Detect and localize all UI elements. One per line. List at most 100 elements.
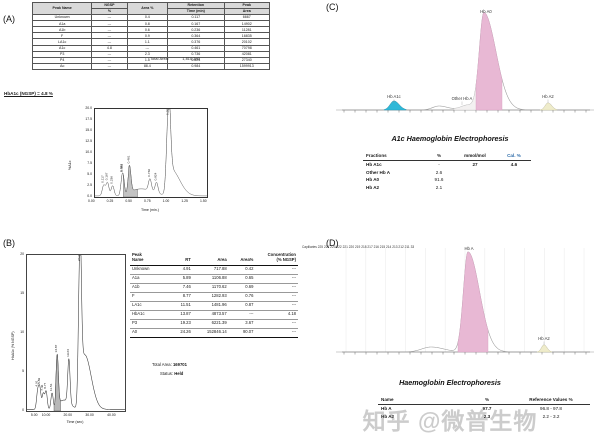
cell-name: F xyxy=(130,292,169,302)
th-ngsp-unit: % xyxy=(91,8,128,16)
table-row: Hb A2 2.1 xyxy=(363,183,531,190)
table-row: HbA1c 13.87 4873.57 --- 4.18 xyxy=(130,310,298,320)
cell-name: LA1c xyxy=(130,301,169,311)
peak-label: Hb A2 xyxy=(538,336,550,341)
panel-a-peak-table: Peak Name NGSP Area % Retention Peak % T… xyxy=(31,1,271,70)
table-row: LA1c 11.51 1481.96 0.87 --- xyxy=(130,301,298,311)
table-row: LA1c --- 1.1 0.376 20102 xyxy=(31,38,271,46)
table-row: A0 24.26 152846.14 90.07 --- xyxy=(130,328,298,338)
y-tick: 20 xyxy=(20,252,24,256)
svg-text:19.23: 19.23 xyxy=(66,349,70,357)
total-area-value: 1,810,340 xyxy=(182,57,200,61)
cell-ref: 96.8 - 97.8 xyxy=(540,406,562,412)
total-area-label: Total Area: xyxy=(150,57,170,61)
status-label: Status: xyxy=(160,371,174,376)
cell-pct: 2.3 xyxy=(483,413,491,419)
x-tick: 1.50 xyxy=(200,199,207,203)
svg-text:0.984: 0.984 xyxy=(165,109,169,115)
y-tick: 15 xyxy=(20,291,24,295)
y-tick: 10.0 xyxy=(85,150,92,154)
panel-b-table-body: Unknown 4.91 717.88 0.42 --- A1a 5.89 1106.88 0.… xyxy=(130,265,298,338)
th-name: Name xyxy=(378,396,462,405)
th-pct: % xyxy=(425,152,453,161)
table-row: A1c 4.8 --- 0.461 70798 xyxy=(31,44,271,52)
svg-text:0.117: 0.117 xyxy=(101,175,105,183)
th-cal-pct: Cal. % xyxy=(497,152,531,161)
y-tick: 0 xyxy=(22,408,24,412)
panel-b-plot-area: 4.91 5.89 7.46 8.77 11.51 13.87 19.23 24.26 xyxy=(26,254,126,412)
cell-rt: 8.77 xyxy=(168,292,193,302)
cell-rt: 24.26 xyxy=(168,328,193,338)
table-row: P3 --- 2.3 0.736 42081 xyxy=(31,50,271,58)
cell-area_pct: 0.69 xyxy=(228,283,256,293)
cell-rt: 7.46 xyxy=(168,283,193,293)
table-row: P3 19.23 6221.39 3.67 --- xyxy=(130,319,298,329)
cell-peak_area: 1599913 xyxy=(223,62,271,70)
table-row: Ao --- 88.4 0.984 1599913 xyxy=(31,62,271,70)
x-tick: 0.25 xyxy=(106,199,114,203)
cell-peak_area: 27340 xyxy=(223,56,271,64)
total-area-label: Total Area: xyxy=(152,362,172,367)
total-area-value: 169701 xyxy=(172,362,187,367)
panel-b-tag: (B) xyxy=(3,238,15,248)
th-peak-line1: Peak xyxy=(132,252,142,257)
cell-conc: --- xyxy=(255,265,298,275)
y-tick: 2.5 xyxy=(87,183,92,187)
cell-area_pct: --- xyxy=(228,310,256,320)
cell-area: 717.88 xyxy=(192,265,229,275)
cell-name: Hb A0 xyxy=(366,177,380,183)
th-fractions: Fractions xyxy=(363,152,425,161)
panel-c-table-body: Hb A1c - 27 4.6 Other Hb A 2.6 Hb A0 91.6 Hb A2 2… xyxy=(363,161,531,191)
table-row: A1b 7.46 1170.62 0.69 --- xyxy=(130,283,298,293)
panel-a-table-body: Unknown --- 0.4 0.117 6667 A1a --- 0.8 0.167 1490… xyxy=(31,14,271,70)
cell-conc: --- xyxy=(255,283,298,293)
cell-pct: 97.7 xyxy=(482,406,492,412)
x-tick: 10.00 xyxy=(41,413,51,417)
x-tick: 1.00 xyxy=(162,199,170,203)
panel-a-x-label: Time (min.) xyxy=(140,208,160,212)
cell-name: Other Hb A xyxy=(366,169,391,175)
x-tick: 0.75 xyxy=(144,199,151,203)
cell-area_pct: 0.65 xyxy=(228,274,256,284)
fraction-fill-hb-a2 xyxy=(536,344,553,353)
fraction-fill-hb-a xyxy=(457,251,489,353)
panel-b-trace-svg: 4.915.897.468.77 11.51 13.87 19.23 24.26 xyxy=(27,255,125,411)
cell-pct: - xyxy=(438,162,440,168)
panel-d-fractions-table: Name % Reference Values % Hb A 97.7 96.8 -… xyxy=(378,396,590,420)
cell-cal xyxy=(497,168,531,175)
th-rt: RT xyxy=(168,252,193,266)
cell-pct: 91.6 xyxy=(434,177,444,183)
cell-peak_area: 70798 xyxy=(223,44,271,52)
x-tick: 40.00 xyxy=(107,413,116,417)
cell-conc: --- xyxy=(255,292,298,302)
panel-a-plot-area: 0.117 0.167 0.236 0.364 0.376 0.461 0.736 0.824… xyxy=(94,108,208,198)
cell-peak_area: 42081 xyxy=(223,50,271,58)
cell-area_pct: 90.07 xyxy=(228,328,256,338)
x-tick: 1.25 xyxy=(181,199,188,203)
svg-text:0.167: 0.167 xyxy=(104,172,108,180)
panel-a-total-area: Total Area: 1,810,340 xyxy=(150,57,200,61)
panel-d-electropherogram: Hb A Hb A2 xyxy=(336,244,594,364)
cell-name: A0 xyxy=(130,328,169,338)
x-tick: 0.50 xyxy=(125,199,132,203)
y-tick: 15.0 xyxy=(85,128,92,132)
panel-d-table-body: Hb A 97.7 96.8 - 97.8 Hb A2 2.3 2.2 - 3.2 xyxy=(378,405,590,420)
th-peak-name: Peak Name xyxy=(31,1,93,16)
cell-ngsp: --- xyxy=(91,38,128,46)
x-tick: 30.00 xyxy=(85,413,94,417)
cell-mmol xyxy=(453,176,497,183)
th-conc-line2: (% NGSP) xyxy=(276,256,296,262)
table-row: F 8.77 1282.93 0.76 --- xyxy=(130,292,298,302)
x-tick: 5.00 xyxy=(30,413,38,417)
cell-name: Hb A1c xyxy=(366,162,382,168)
cell-area: 1282.93 xyxy=(192,292,229,302)
panel-b-x-label: Time (sec) xyxy=(66,420,84,424)
panel-a-result: HbA1c (NGSP) = 4.8 % xyxy=(4,91,53,96)
fraction-fill-hb-a1c xyxy=(383,100,407,111)
table-row: Hb A0 91.6 xyxy=(363,176,531,183)
table-row: Hb A 97.7 96.8 - 97.8 xyxy=(378,405,590,413)
peak-label: Hb A xyxy=(464,246,473,251)
cell-name: A1b xyxy=(130,283,169,293)
cell-rt: 0.984 xyxy=(167,62,225,70)
panel-b-peak-table: Peak Name RT Area Area% Concentration (%… xyxy=(130,252,298,338)
